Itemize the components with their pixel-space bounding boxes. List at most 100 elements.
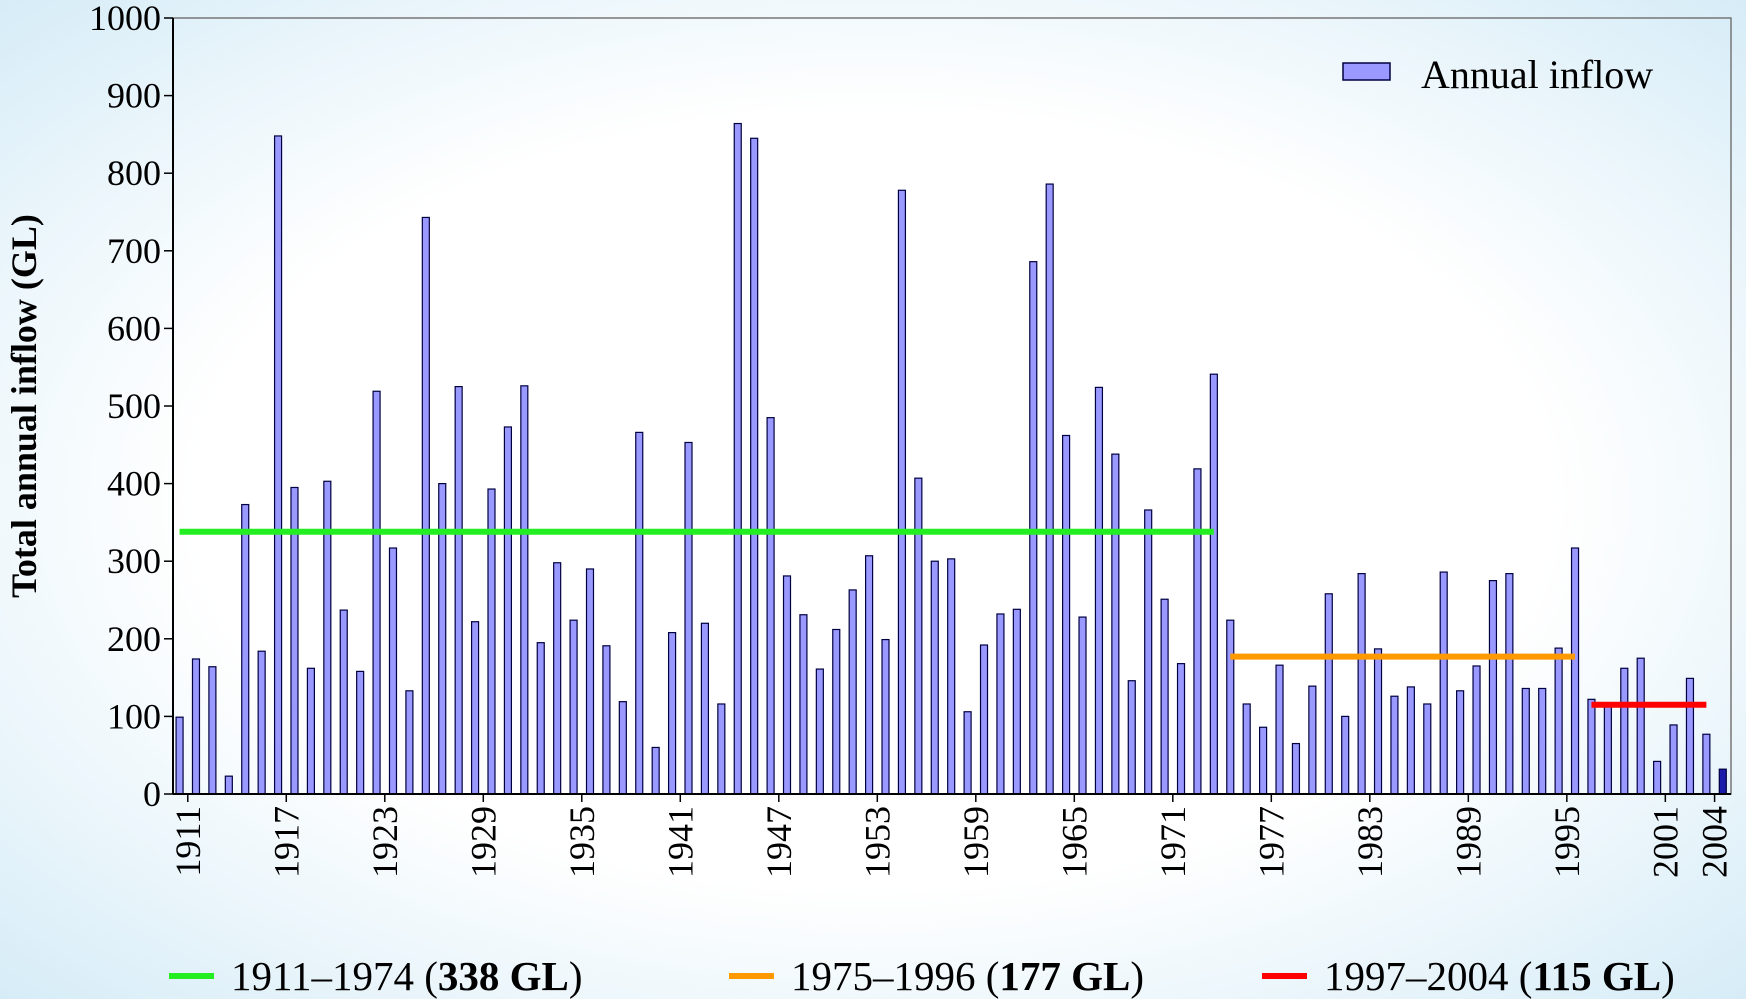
bar xyxy=(569,619,578,795)
bar xyxy=(750,137,759,795)
bar xyxy=(1603,703,1612,795)
average-legend-part: 115 GL xyxy=(1532,953,1661,999)
bar xyxy=(1653,760,1662,795)
bar xyxy=(1062,434,1071,795)
y-tick-label: 400 xyxy=(107,464,161,504)
bar xyxy=(651,746,660,795)
average-legend-part: 338 GL xyxy=(438,953,569,999)
bar xyxy=(1423,703,1432,795)
bar xyxy=(1094,386,1104,795)
bar xyxy=(454,386,463,795)
bar xyxy=(1702,733,1711,795)
bar xyxy=(1406,686,1415,795)
bar xyxy=(1045,183,1054,795)
bar xyxy=(1193,468,1202,795)
y-tick-label: 300 xyxy=(107,541,161,581)
bar xyxy=(1456,690,1465,795)
bar xyxy=(536,642,545,795)
bar xyxy=(635,431,644,795)
bar xyxy=(1439,571,1448,795)
x-tick-label: 2004 xyxy=(1695,806,1735,878)
bar xyxy=(1718,768,1727,795)
average-legend-label: 1997–2004 (115 GL) xyxy=(1324,953,1675,999)
average-legend-part: 1975–1996 xyxy=(791,953,976,999)
x-tick-label: 1977 xyxy=(1251,806,1291,878)
bar xyxy=(1390,695,1399,795)
bar xyxy=(1209,373,1218,795)
average-legend-label: 1975–1996 (177 GL) xyxy=(791,953,1144,999)
average-legend-part: ( xyxy=(1519,953,1533,999)
bar xyxy=(832,628,841,795)
x-tick-label: 1965 xyxy=(1054,806,1094,878)
y-tick-label: 800 xyxy=(107,153,161,193)
bar xyxy=(388,547,398,795)
bar xyxy=(1554,647,1563,795)
bar xyxy=(881,638,890,795)
bar xyxy=(782,575,792,795)
bar xyxy=(241,503,250,795)
bar xyxy=(553,562,562,795)
bar xyxy=(947,558,956,795)
bar xyxy=(1341,715,1350,795)
bar xyxy=(1012,608,1021,795)
bar xyxy=(914,477,923,795)
bar xyxy=(273,135,283,795)
bar xyxy=(1242,703,1251,795)
bar xyxy=(208,666,217,795)
bar xyxy=(257,650,266,795)
bar xyxy=(864,555,874,795)
average-legend-part: ( xyxy=(424,953,438,999)
bar xyxy=(618,701,627,795)
bar xyxy=(930,560,939,795)
legend-swatch xyxy=(1342,62,1391,81)
bar xyxy=(470,621,480,795)
bar xyxy=(585,568,595,795)
bar xyxy=(421,216,430,795)
y-tick-label: 0 xyxy=(143,774,161,814)
bar xyxy=(1144,509,1153,795)
bar xyxy=(1259,726,1268,795)
bar xyxy=(175,716,184,795)
bar xyxy=(1620,667,1629,795)
bar xyxy=(1275,664,1284,795)
bar xyxy=(487,488,496,795)
bar xyxy=(306,667,316,795)
x-tick-label: 1971 xyxy=(1153,806,1193,878)
bar xyxy=(897,189,907,795)
bar xyxy=(1669,724,1678,795)
bar xyxy=(717,703,726,795)
bar xyxy=(1357,573,1366,795)
bar xyxy=(1636,657,1645,795)
bar xyxy=(1176,663,1186,795)
average-legend-part: 1997–2004 xyxy=(1324,953,1509,999)
bar xyxy=(700,622,710,795)
bar xyxy=(1029,261,1038,795)
x-tick-label: 1947 xyxy=(759,806,799,878)
x-tick-label: 1935 xyxy=(562,806,602,878)
bar xyxy=(1685,677,1695,795)
bar xyxy=(602,645,611,795)
y-tick-label: 700 xyxy=(107,231,161,271)
bar xyxy=(1127,680,1136,795)
average-legend-label: 1911–1974 (338 GL) xyxy=(231,953,583,999)
bar xyxy=(1472,665,1481,795)
x-tick-label: 1953 xyxy=(857,806,897,878)
average-legend-part: 1911–1974 xyxy=(231,953,414,999)
bar xyxy=(191,658,201,795)
average-legend-part: ) xyxy=(1661,953,1675,999)
bar xyxy=(667,631,677,795)
bar xyxy=(1160,598,1169,795)
x-tick-label: 1959 xyxy=(956,806,996,878)
average-legend-part: 177 GL xyxy=(999,953,1130,999)
bar xyxy=(1587,698,1596,795)
bar xyxy=(1373,648,1383,795)
average-legend-part: ) xyxy=(569,953,583,999)
x-tick-label: 1911 xyxy=(168,806,208,877)
bar xyxy=(405,690,414,795)
average-legend-part: ) xyxy=(1130,953,1144,999)
bar xyxy=(1505,573,1514,795)
x-tick-label: 1941 xyxy=(660,806,700,878)
y-tick-label: 500 xyxy=(107,386,161,426)
bar xyxy=(996,613,1005,795)
